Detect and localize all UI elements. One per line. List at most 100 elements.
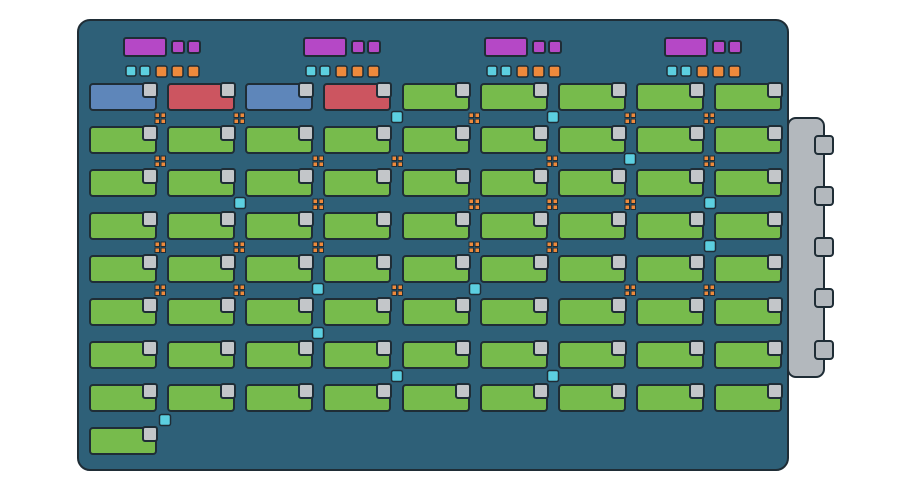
connector-orange: [160, 155, 166, 161]
header-orange: [696, 65, 709, 78]
cell-badge: [455, 211, 471, 227]
header-block: [123, 37, 167, 57]
connector-orange: [233, 112, 239, 118]
connector-cyan: [468, 282, 482, 296]
connector-orange: [391, 161, 397, 167]
connector-orange: [546, 198, 552, 204]
connector-orange: [552, 204, 558, 210]
header-dot: [171, 40, 185, 54]
connector-cyan: [546, 369, 560, 383]
connector-orange: [552, 247, 558, 253]
cell-badge: [767, 383, 783, 399]
header-orange: [351, 65, 364, 78]
connector-orange: [474, 241, 480, 247]
header-cyan: [319, 65, 331, 77]
connector-orange: [239, 290, 245, 296]
connector-orange: [160, 118, 166, 124]
connector-orange: [624, 118, 630, 124]
connector-orange: [703, 118, 709, 124]
cell-badge: [220, 383, 236, 399]
cell-badge: [220, 211, 236, 227]
connector-orange: [703, 112, 709, 118]
side-nub: [814, 237, 834, 257]
header-orange: [532, 65, 545, 78]
connector-orange: [552, 155, 558, 161]
header-dot: [712, 40, 726, 54]
cell-badge: [611, 254, 627, 270]
connector-orange: [239, 118, 245, 124]
connector-orange: [154, 290, 160, 296]
connector-orange: [318, 198, 324, 204]
connector-orange: [474, 112, 480, 118]
cell-badge: [533, 211, 549, 227]
connector-cyan: [703, 196, 717, 210]
header-orange: [171, 65, 184, 78]
cell-badge: [767, 211, 783, 227]
cell-badge: [376, 168, 392, 184]
connector-orange: [709, 290, 715, 296]
connector-orange: [474, 204, 480, 210]
connector-orange: [630, 204, 636, 210]
cell-badge: [298, 383, 314, 399]
cell-badge: [611, 211, 627, 227]
connector-cyan: [390, 110, 404, 124]
cell-badge: [611, 125, 627, 141]
cell-badge: [767, 297, 783, 313]
cell-badge: [220, 125, 236, 141]
cell-badge: [689, 254, 705, 270]
connector-orange: [312, 204, 318, 210]
connector-orange: [233, 118, 239, 124]
connector-orange: [160, 247, 166, 253]
cell-badge: [455, 297, 471, 313]
header-block: [303, 37, 347, 57]
connector-orange: [546, 241, 552, 247]
cell-badge: [689, 383, 705, 399]
connector-orange: [624, 290, 630, 296]
cell-badge: [298, 82, 314, 98]
connector-orange: [468, 118, 474, 124]
header-dot: [728, 40, 742, 54]
cell-badge: [142, 168, 158, 184]
cell-badge: [689, 297, 705, 313]
connector-orange: [154, 247, 160, 253]
connector-orange: [391, 155, 397, 161]
connector-orange: [239, 112, 245, 118]
connector-orange: [318, 155, 324, 161]
header-dot: [351, 40, 365, 54]
header-orange: [335, 65, 348, 78]
header-cyan: [500, 65, 512, 77]
connector-orange: [312, 241, 318, 247]
header-orange: [155, 65, 168, 78]
connector-orange: [154, 161, 160, 167]
connector-orange: [468, 112, 474, 118]
connector-orange: [468, 198, 474, 204]
header-cyan: [486, 65, 498, 77]
connector-cyan: [311, 282, 325, 296]
connector-orange: [552, 241, 558, 247]
header-orange: [712, 65, 725, 78]
connector-orange: [709, 284, 715, 290]
cell-badge: [455, 125, 471, 141]
cell-badge: [298, 211, 314, 227]
connector-orange: [703, 284, 709, 290]
connector-orange: [233, 247, 239, 253]
cell-badge: [611, 297, 627, 313]
connector-orange: [624, 204, 630, 210]
connector-orange: [154, 155, 160, 161]
header-block: [484, 37, 528, 57]
connector-orange: [312, 161, 318, 167]
cell-badge: [298, 125, 314, 141]
connector-orange: [312, 247, 318, 253]
connector-orange: [154, 112, 160, 118]
side-nub: [814, 186, 834, 206]
cell-badge: [767, 168, 783, 184]
cell-badge: [220, 297, 236, 313]
cell-badge: [142, 211, 158, 227]
connector-orange: [624, 198, 630, 204]
cell-badge: [767, 82, 783, 98]
connector-orange: [703, 161, 709, 167]
side-nub: [814, 340, 834, 360]
cell-badge: [455, 168, 471, 184]
connector-orange: [468, 204, 474, 210]
